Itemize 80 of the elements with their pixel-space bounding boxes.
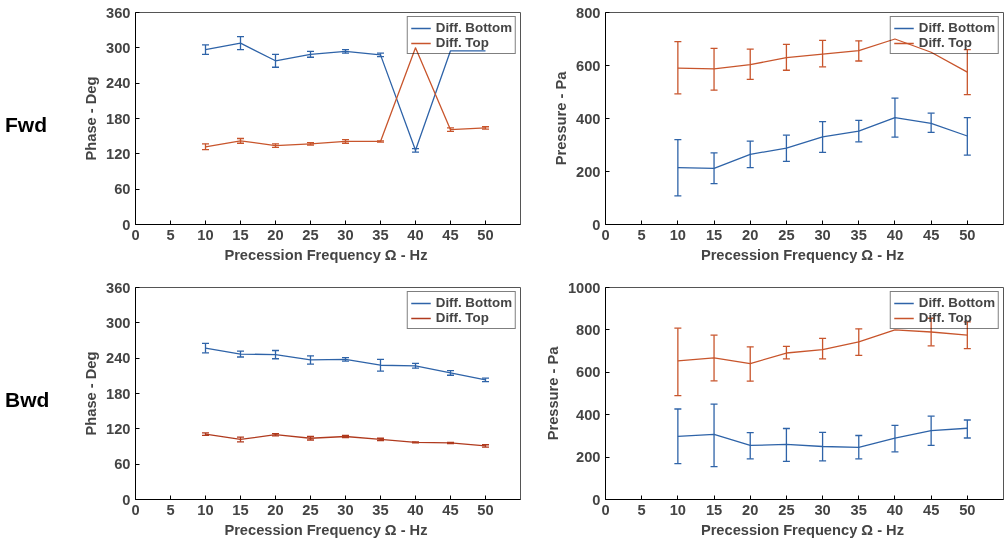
x-tick-label: 40 bbox=[407, 226, 424, 243]
x-tick-label: 5 bbox=[637, 226, 646, 243]
y-tick-label: 600 bbox=[576, 364, 601, 381]
y-tick-label: 240 bbox=[106, 75, 131, 92]
y-tick-label: 120 bbox=[106, 145, 131, 162]
y-tick-label: 400 bbox=[576, 406, 601, 423]
y-tick-label: 240 bbox=[106, 350, 131, 367]
y-tick-label: 300 bbox=[106, 314, 131, 331]
x-tick-label: 20 bbox=[742, 226, 759, 243]
x-tick-label: 20 bbox=[742, 501, 759, 518]
x-tick-label: 10 bbox=[197, 226, 214, 243]
x-tick-label: 10 bbox=[669, 226, 687, 243]
y-tick-label: 180 bbox=[106, 110, 131, 127]
y-axis-title: Pressure - Pa bbox=[553, 70, 570, 166]
x-tick-label: 40 bbox=[886, 226, 904, 243]
y-tick-label: 200 bbox=[576, 163, 601, 180]
y-tick-label: 400 bbox=[576, 110, 601, 127]
x-tick-label: 40 bbox=[886, 501, 904, 518]
x-tick-label: 5 bbox=[166, 501, 175, 518]
y-tick-label: 300 bbox=[106, 39, 131, 56]
x-tick-label: 15 bbox=[705, 226, 723, 243]
x-tick-label: 50 bbox=[959, 226, 976, 243]
y-tick-label: 1000 bbox=[567, 279, 601, 296]
x-tick-label: 45 bbox=[442, 501, 459, 518]
y-tick-label: 180 bbox=[106, 385, 131, 402]
x-tick-label: 35 bbox=[850, 501, 867, 518]
text: Bwd bbox=[5, 387, 50, 413]
y-axis-title: Phase - Deg bbox=[83, 76, 100, 161]
y-tick-label: 360 bbox=[106, 279, 131, 296]
x-tick-label: 25 bbox=[302, 501, 319, 518]
text: Fwd bbox=[5, 112, 47, 138]
x-tick-label: 15 bbox=[232, 226, 249, 243]
line-series bbox=[204, 433, 487, 447]
x-tick-label: 15 bbox=[705, 501, 723, 518]
y-axis-title: Pressure - Pa bbox=[544, 345, 561, 441]
legend-label: Diff. Top bbox=[918, 35, 972, 50]
x-tick-label: 50 bbox=[477, 501, 494, 518]
x-tick-label: 30 bbox=[814, 501, 831, 518]
x-axis-title: Precession Frequency Ω - Hz bbox=[224, 246, 428, 263]
legend-label: Diff. Top bbox=[918, 310, 972, 325]
x-tick-label: 45 bbox=[442, 226, 459, 243]
x-tick-label: 25 bbox=[778, 226, 795, 243]
legend-label: Diff. Top bbox=[435, 310, 489, 325]
legend-label: Diff. Bottom bbox=[435, 295, 512, 310]
x-tick-label: 40 bbox=[407, 501, 424, 518]
legend-label: Diff. Bottom bbox=[918, 295, 995, 310]
x-tick-label: 35 bbox=[372, 226, 389, 243]
legend-label: Diff. Top bbox=[435, 35, 489, 50]
x-tick-label: 25 bbox=[302, 226, 319, 243]
x-tick-label: 5 bbox=[637, 501, 646, 518]
y-tick-label: 800 bbox=[576, 321, 601, 338]
x-tick-label: 35 bbox=[372, 501, 389, 518]
y-tick-label: 360 bbox=[106, 4, 131, 21]
x-tick-label: 35 bbox=[850, 226, 867, 243]
x-tick-label: 50 bbox=[959, 501, 976, 518]
y-tick-label: 200 bbox=[576, 449, 601, 466]
x-tick-label: 25 bbox=[778, 501, 795, 518]
x-tick-label: 30 bbox=[814, 226, 831, 243]
x-tick-label: 20 bbox=[267, 226, 284, 243]
x-tick-label: 10 bbox=[197, 501, 214, 518]
x-tick-label: 10 bbox=[669, 501, 687, 518]
y-tick-label: 800 bbox=[576, 4, 601, 21]
x-axis-title: Precession Frequency Ω - Hz bbox=[700, 521, 905, 538]
y-axis-title: Phase - Deg bbox=[83, 351, 100, 436]
x-tick-label: 45 bbox=[922, 501, 940, 518]
y-tick-label: 60 bbox=[114, 456, 131, 473]
x-tick-label: 30 bbox=[337, 226, 354, 243]
x-axis-title: Precession Frequency Ω - Hz bbox=[700, 246, 905, 263]
y-tick-label: 60 bbox=[114, 181, 131, 198]
x-tick-label: 45 bbox=[922, 226, 940, 243]
legend-label: Diff. Bottom bbox=[435, 20, 512, 35]
x-tick-label: 15 bbox=[232, 501, 249, 518]
y-tick-label: 600 bbox=[576, 57, 601, 74]
x-tick-label: 50 bbox=[477, 226, 494, 243]
x-axis-title: Precession Frequency Ω - Hz bbox=[224, 521, 428, 538]
x-tick-label: 5 bbox=[166, 226, 175, 243]
legend-label: Diff. Bottom bbox=[918, 20, 995, 35]
x-tick-label: 20 bbox=[267, 501, 284, 518]
x-tick-label: 30 bbox=[337, 501, 354, 518]
y-tick-label: 120 bbox=[106, 420, 131, 437]
